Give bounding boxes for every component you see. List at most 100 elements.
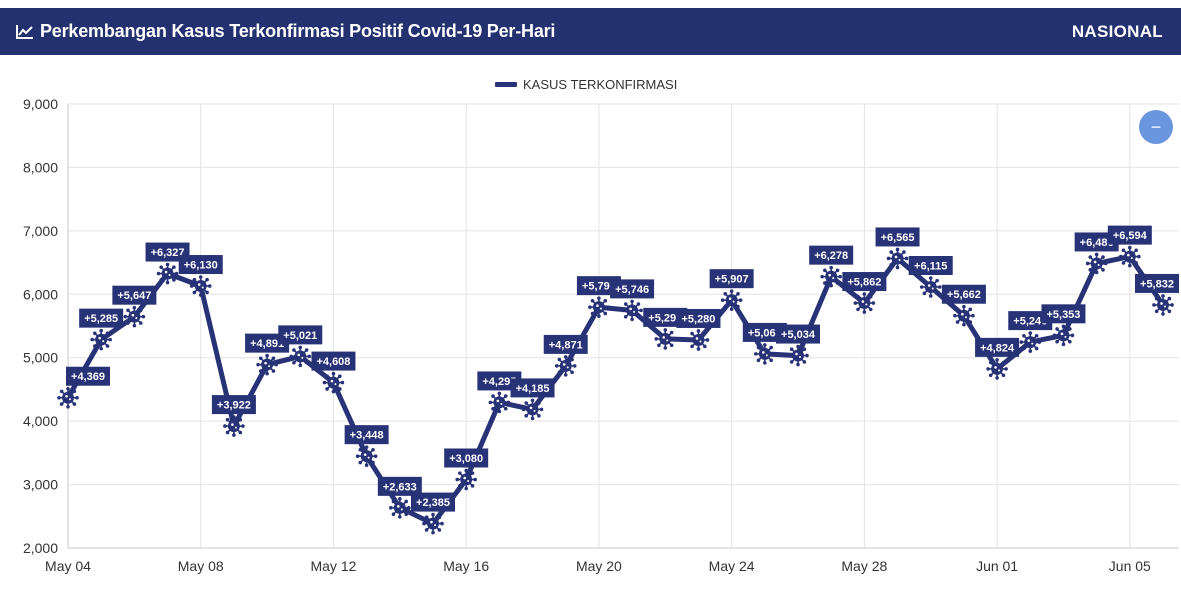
data-label-box [975,337,1020,357]
data-label-box [742,322,787,342]
data-label: +6,565 [881,232,915,244]
data-point-marker[interactable] [953,304,975,327]
data-label-box [908,255,953,275]
data-point-marker[interactable] [289,345,312,368]
data-point-marker[interactable] [389,497,411,519]
data-label: +5,662 [947,289,981,301]
data-label-box [377,476,422,496]
data-label-box [941,284,986,304]
data-point-marker[interactable] [455,468,477,491]
data-point-marker[interactable] [754,343,776,365]
data-label-box [610,279,655,299]
legend-swatch [495,82,517,87]
data-label-box [211,395,256,415]
data-point-marker[interactable] [256,353,278,376]
data-label: +5,246 [1013,316,1047,328]
data-point-marker[interactable] [322,371,345,394]
zoom-out-button[interactable]: − [1139,110,1173,144]
data-label: +3,448 [350,430,384,442]
data-label: +2,385 [416,497,450,509]
data-label: +4,295 [482,376,516,388]
x-tick-label: May 12 [310,558,356,574]
minus-icon: − [1150,116,1162,137]
data-label: +4,824 [980,342,1015,354]
data-label: +5,862 [847,277,881,289]
data-label-box [477,371,522,391]
data-point-marker[interactable] [1052,324,1075,347]
data-point-marker[interactable] [621,299,643,322]
data-label: +5,647 [117,290,151,302]
y-tick-label: 9,000 [23,96,58,112]
x-tick-label: May 04 [45,558,91,574]
data-point-marker[interactable] [223,415,245,437]
data-point-marker[interactable] [787,344,809,367]
data-point-marker[interactable] [853,292,876,314]
data-point-marker[interactable] [355,445,378,467]
data-point-marker[interactable] [1119,245,1141,268]
data-label: +2,633 [383,481,417,493]
data-label-box [875,227,920,247]
data-point-marker[interactable] [886,247,909,270]
data-label-box [1041,304,1086,324]
data-label: +4,185 [516,383,550,395]
data-label-box [1135,273,1179,293]
y-tick-label: 4,000 [23,413,58,429]
data-point-marker[interactable] [156,262,179,285]
data-point-marker[interactable] [123,305,146,328]
data-label: +6,327 [151,247,185,259]
data-point-marker[interactable] [488,391,511,414]
data-point-marker[interactable] [1085,252,1108,275]
x-tick-label: May 20 [576,558,622,574]
data-label: +5,021 [283,330,317,342]
data-label-box [709,269,754,289]
data-label: +5,832 [1140,278,1174,290]
data-label: +4,608 [316,356,350,368]
x-tick-label: May 28 [841,558,887,574]
data-label: +6,115 [914,260,947,272]
data-label-box [510,378,555,398]
x-tick-label: May 16 [443,558,489,574]
data-point-marker[interactable] [720,289,743,311]
data-label: +5,797 [582,281,616,293]
data-label-box [1074,232,1119,252]
data-labels: +4,369 +5,285 +5,647 +6,327+6,130 +3,922 +4,8… [66,225,1179,512]
data-point-marker[interactable] [588,296,610,318]
legend-label[interactable]: KASUS TERKONFIRMASI [523,77,677,92]
y-tick-label: 8,000 [23,159,58,175]
data-label: +6,486 [1080,237,1114,249]
y-tick-label: 7,000 [23,223,58,239]
data-label: +3,922 [217,400,251,412]
data-label-box [643,307,688,327]
data-point-marker[interactable] [1019,331,1042,353]
data-point-marker[interactable] [90,328,112,351]
data-point-marker[interactable] [986,358,1008,380]
data-label-box [411,492,455,512]
x-tick-label: May 08 [178,558,224,574]
data-label-box [543,334,588,354]
data-label: +5,060 [748,327,782,339]
x-tick-label: May 24 [709,558,755,574]
data-point-marker[interactable] [422,512,444,535]
data-label-box [776,324,820,344]
data-label-box [278,325,323,345]
data-label-box [178,255,223,275]
data-point-marker[interactable] [554,355,577,377]
legend[interactable]: KASUS TERKONFIRMASI [495,77,677,92]
data-point-marker[interactable] [189,275,212,297]
data-label: +6,130 [184,260,218,272]
data-label: +4,871 [549,339,583,351]
data-point-marker[interactable] [1152,294,1174,316]
data-label-box [344,425,389,445]
data-point-marker[interactable] [687,329,710,351]
data-point-marker[interactable] [57,386,79,409]
y-tick-label: 2,000 [23,540,58,556]
data-label-box [112,285,157,305]
data-label: +5,907 [715,274,749,286]
data-point-marker[interactable] [654,328,677,350]
axes: 2,000 3,000 4,000 5,000 6,000 7,000 8,000 9,000… [23,96,1179,574]
data-point-marker[interactable] [919,276,942,298]
data-point-marker[interactable] [521,398,544,421]
y-tick-label: 5,000 [23,350,58,366]
data-label-box [145,242,190,262]
data-point-marker[interactable] [820,265,842,288]
